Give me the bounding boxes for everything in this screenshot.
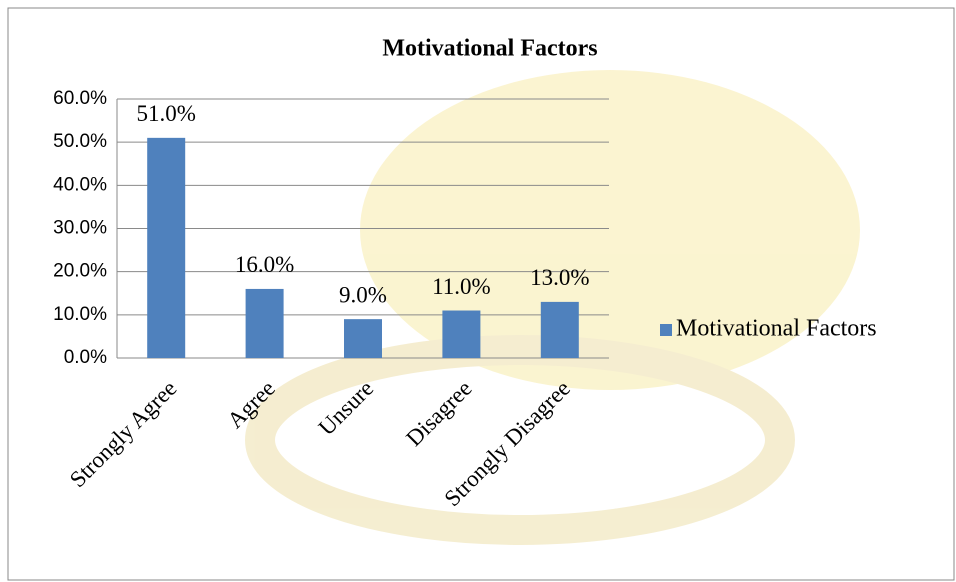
legend-label: Motivational Factors	[676, 316, 877, 342]
y-tick-label: 30.0%	[53, 218, 107, 239]
y-tick-label: 50.0%	[53, 131, 107, 152]
bar	[442, 311, 480, 358]
bar	[147, 138, 185, 358]
y-tick-label: 0.0%	[64, 347, 107, 368]
bar	[344, 319, 382, 358]
y-tick-label: 10.0%	[53, 304, 107, 325]
y-tick-label: 20.0%	[53, 261, 107, 282]
chart: Motivational Factors 0.0% 10.0% 20.0% 30.0%…	[0, 0, 956, 582]
bar	[541, 302, 579, 358]
data-label: 9.0%	[339, 282, 387, 307]
bar	[246, 289, 284, 358]
data-label: 11.0%	[432, 274, 491, 299]
data-label: 13.0%	[530, 265, 589, 290]
data-label: 51.0%	[136, 101, 195, 126]
chart-title: Motivational Factors	[382, 36, 597, 62]
y-tick-label: 40.0%	[53, 174, 107, 195]
y-tick-label: 60.0%	[53, 88, 107, 109]
legend-swatch	[660, 324, 672, 336]
data-label: 16.0%	[235, 252, 294, 277]
